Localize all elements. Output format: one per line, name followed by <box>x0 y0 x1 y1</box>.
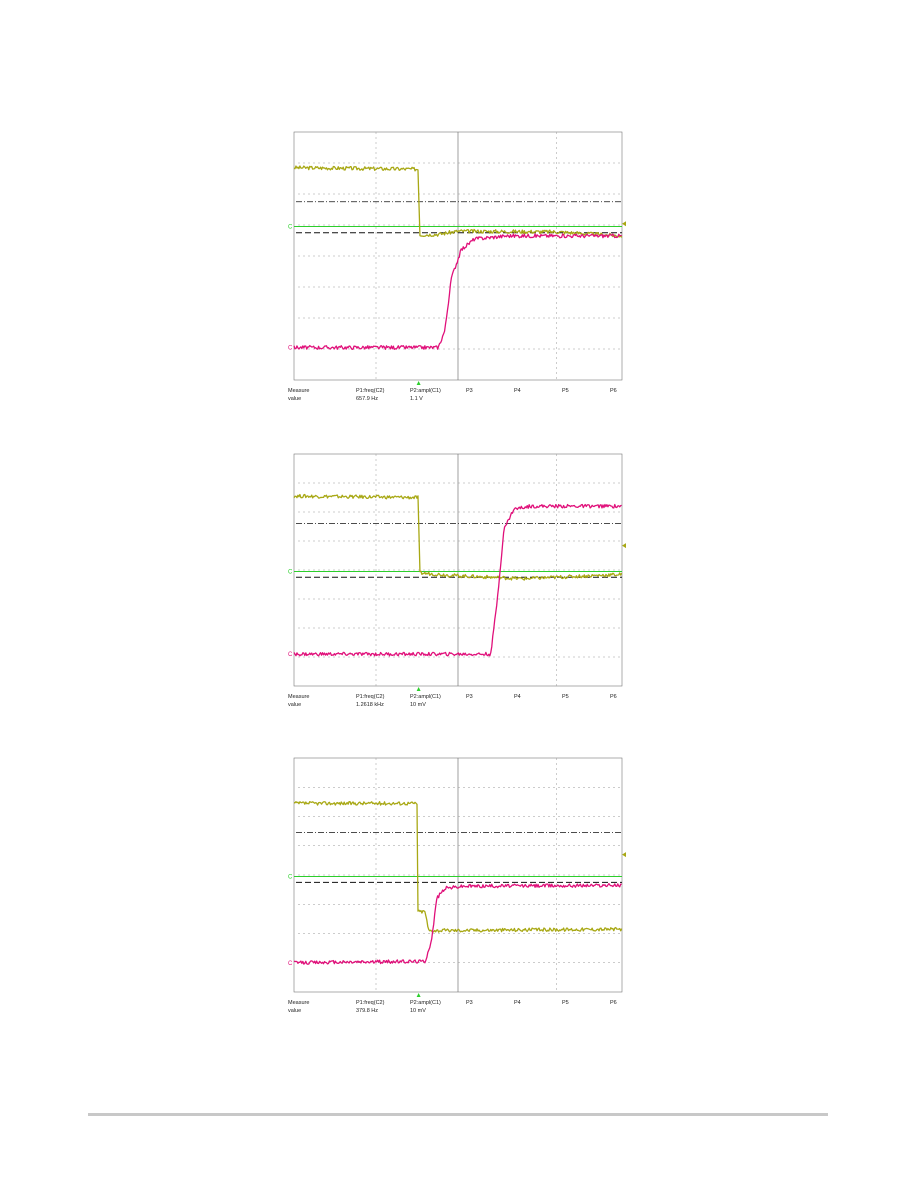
footer-rule <box>88 1113 828 1116</box>
measure-header-7: P6 <box>610 1000 617 1006</box>
measure-header-4: P3 <box>466 694 473 700</box>
series-magenta-trace <box>293 883 622 965</box>
trigger-time-marker <box>416 993 421 997</box>
scope-screen-1: C C Measure P1:freq(C2) P2:ampl(C1) P3 P4 P5 P6 v… <box>288 131 626 402</box>
channel-marker-magenta: C <box>288 961 293 967</box>
measure-value-3: 10 mV <box>410 702 426 708</box>
measure-value-1: value <box>288 702 301 708</box>
measure-header-3: P2:ampl(C1) <box>410 694 441 700</box>
trigger-level-arrow <box>622 221 626 227</box>
measure-value-3: 1.1 V <box>410 396 423 402</box>
measure-value-2: 379.8 Hz <box>356 1008 378 1014</box>
series-yellow-trace <box>293 800 623 933</box>
series-yellow-trace <box>293 165 623 238</box>
channel-marker-green: C <box>288 569 293 575</box>
measure-header-5: P4 <box>514 694 521 700</box>
trigger-level-arrow <box>622 852 626 858</box>
measure-header-1: Measure <box>288 388 309 394</box>
measure-header-6: P5 <box>562 388 569 394</box>
measure-header-1: Measure <box>288 1000 309 1006</box>
measure-header-3: P2:ampl(C1) <box>410 1000 441 1006</box>
measure-header-2: P1:freq(C2) <box>356 388 385 394</box>
measure-header-7: P6 <box>610 388 617 394</box>
measure-header-5: P4 <box>514 388 521 394</box>
measure-header-4: P3 <box>466 1000 473 1006</box>
trigger-level-arrow <box>622 543 626 549</box>
plot-area-1: C C Measure P1:freq(C2) P2:ampl(C1) P3 P4 P5 P6 v… <box>288 131 626 402</box>
measure-value-1: value <box>288 396 301 402</box>
measure-header-2: P1:freq(C2) <box>356 1000 385 1006</box>
channel-marker-magenta: C <box>288 345 293 351</box>
measure-header-2: P1:freq(C2) <box>356 694 385 700</box>
measure-header-4: P3 <box>466 388 473 394</box>
measure-header-5: P4 <box>514 1000 521 1006</box>
trigger-time-marker <box>416 687 421 691</box>
measure-value-2: 1.2618 kHz <box>356 702 384 708</box>
measure-header-6: P5 <box>562 694 569 700</box>
series-yellow-trace <box>293 493 623 581</box>
channel-marker-magenta: C <box>288 652 293 658</box>
scope-screen-3: C C Measure P1:freq(C2) P2:ampl(C1) P3 P4 P5 P6 v… <box>288 757 626 1014</box>
measure-value-3: 10 mV <box>410 1008 426 1014</box>
scope-screen-2: C C Measure P1:freq(C2) P2:ampl(C1) P3 P4 P5 P6 v… <box>288 453 626 708</box>
measure-header-6: P5 <box>562 1000 569 1006</box>
measure-header-7: P6 <box>610 694 617 700</box>
measure-header-3: P2:ampl(C1) <box>410 388 441 394</box>
channel-marker-green: C <box>288 225 293 231</box>
measure-value-1: value <box>288 1008 301 1014</box>
series-magenta-trace <box>293 503 622 657</box>
measure-value-2: 657.9 Hz <box>356 396 378 402</box>
trigger-time-marker <box>416 381 421 385</box>
series-magenta-trace <box>293 233 622 350</box>
measure-header-1: Measure <box>288 694 309 700</box>
plot-area-2: C C Measure P1:freq(C2) P2:ampl(C1) P3 P4 P5 P6 v… <box>288 453 626 708</box>
channel-marker-green: C <box>288 874 293 880</box>
plot-area-3: C C Measure P1:freq(C2) P2:ampl(C1) P3 P4 P5 P6 v… <box>288 757 626 1014</box>
